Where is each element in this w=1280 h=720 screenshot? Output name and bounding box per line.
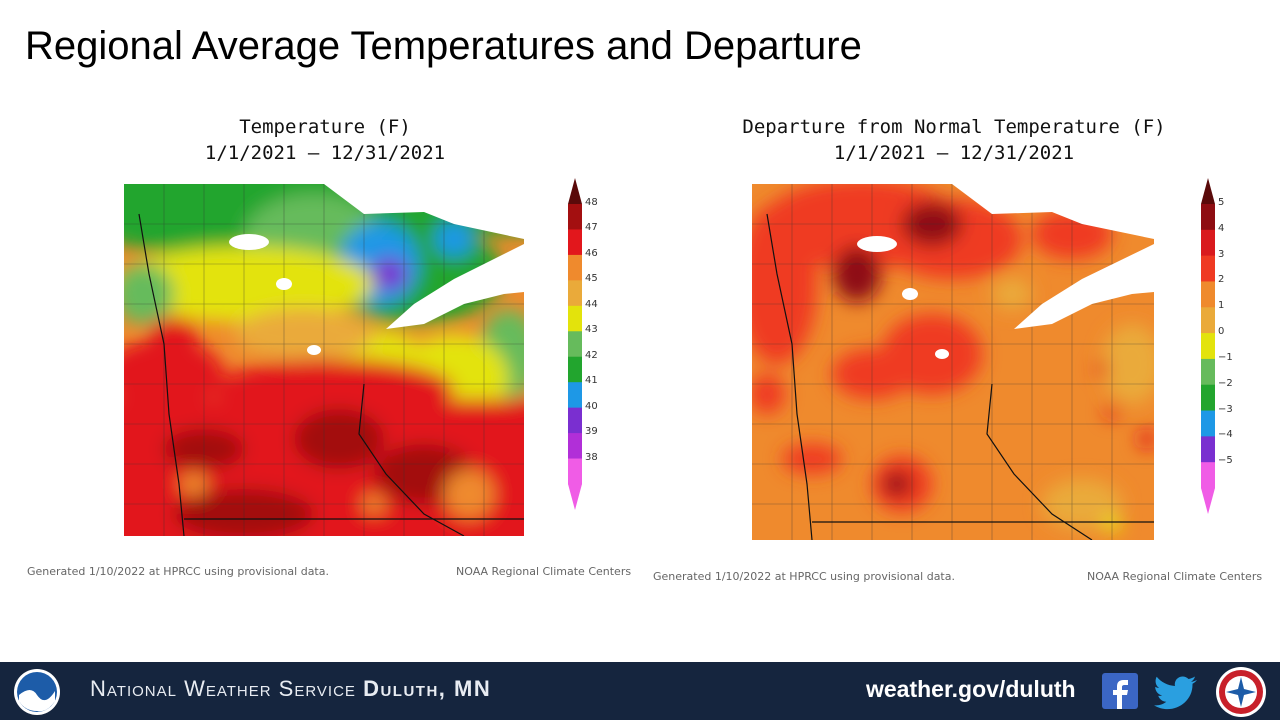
footer-agency: National Weather Service (90, 676, 356, 701)
legend-label: 42 (585, 349, 598, 361)
legend-swatch (1201, 229, 1215, 257)
legend-swatch (1201, 307, 1215, 334)
temperature-map-title-line2: 1/1/2021 – 12/31/2021 (204, 142, 446, 164)
legend-label: 3 (1218, 248, 1225, 260)
nws-logo-icon (1216, 667, 1266, 717)
legend-label: 40 (585, 400, 598, 412)
temperature-legend: 48 47 46 45 44 43 42 41 40 39 38 (568, 178, 598, 515)
legend-swatch (1201, 462, 1215, 489)
legend-label: 45 (585, 273, 598, 285)
legend-swatch (568, 382, 582, 409)
departure-generated-note: Generated 1/10/2022 at HPRCC using provi… (653, 570, 955, 583)
legend-swatch (568, 433, 582, 460)
legend-label: 41 (585, 375, 598, 387)
departure-map-title-line2: 1/1/2021 – 12/31/2021 (833, 142, 1075, 164)
temperature-panel: Temperature (F) 1/1/2021 – 12/31/2021 (0, 112, 632, 592)
temperature-map (124, 184, 524, 536)
temperature-map-image (124, 184, 524, 536)
temperature-source-note: NOAA Regional Climate Centers (456, 565, 632, 578)
legend-label: 46 (585, 247, 598, 259)
legend-label: 43 (585, 324, 598, 336)
departure-panel: Departure from Normal Temperature (F) 1/… (630, 112, 1263, 592)
legend-swatch (1201, 410, 1215, 437)
legend-label: −5 (1218, 455, 1233, 467)
legend-swatch (1201, 204, 1215, 231)
legend-label: 0 (1218, 326, 1225, 338)
legend-label: 2 (1218, 274, 1225, 286)
legend-label: −2 (1218, 377, 1233, 389)
legend-label: −4 (1218, 429, 1233, 441)
facebook-icon[interactable] (1102, 673, 1138, 709)
legend-label: 1 (1218, 300, 1225, 312)
legend-swatch (1201, 281, 1215, 308)
legend-label: 5 (1218, 197, 1225, 208)
temperature-map-title: Temperature (F) 1/1/2021 – 12/31/2021 (0, 116, 650, 164)
legend-swatch (568, 229, 582, 256)
legend-swatch (568, 458, 582, 485)
legend-swatch (568, 254, 582, 281)
legend-swatch (1201, 255, 1215, 282)
departure-map (752, 184, 1154, 540)
departure-legend-bar (1201, 178, 1215, 514)
footer-brand: National Weather Service Duluth, MN (90, 676, 491, 702)
legend-label: −3 (1218, 403, 1233, 415)
legend-swatch (568, 331, 582, 358)
legend-swatch (568, 356, 582, 383)
legend-label: −1 (1218, 351, 1233, 363)
legend-label: 44 (585, 298, 598, 310)
departure-legend: 5 4 3 2 1 0 −1 −2 −3 −4 −5 (1201, 178, 1233, 519)
legend-swatch (1201, 358, 1215, 386)
footer-bar: National Weather Service Duluth, MN weat… (0, 662, 1280, 720)
legend-swatch (568, 204, 582, 230)
legend-label: 38 (585, 451, 598, 463)
legend-label: 47 (585, 222, 598, 234)
footer-url[interactable]: weather.gov/duluth (866, 676, 1076, 702)
legend-swatch (1201, 384, 1215, 412)
twitter-icon[interactable] (1154, 675, 1198, 711)
legend-swatch (568, 407, 582, 434)
legend-swatch (1201, 333, 1215, 360)
legend-swatch (1201, 436, 1215, 463)
temperature-generated-note: Generated 1/10/2022 at HPRCC using provi… (27, 565, 329, 578)
temperature-map-title-line1: Temperature (F) (239, 116, 411, 138)
legend-swatch (568, 280, 582, 307)
departure-map-title-line1: Departure from Normal Temperature (F) (742, 116, 1166, 138)
legend-swatch (568, 305, 582, 332)
temperature-legend-bar (568, 178, 582, 510)
legend-label: 4 (1218, 222, 1225, 234)
departure-map-title: Departure from Normal Temperature (F) 1/… (630, 116, 1278, 164)
legend-label: 48 (585, 197, 598, 208)
legend-label: 39 (585, 426, 598, 438)
departure-source-note: NOAA Regional Climate Centers (1087, 570, 1263, 583)
departure-map-image (752, 184, 1154, 540)
noaa-logo-icon (14, 669, 60, 715)
footer-office: Duluth, MN (363, 676, 492, 701)
slide-title: Regional Average Temperatures and Depart… (25, 24, 862, 68)
